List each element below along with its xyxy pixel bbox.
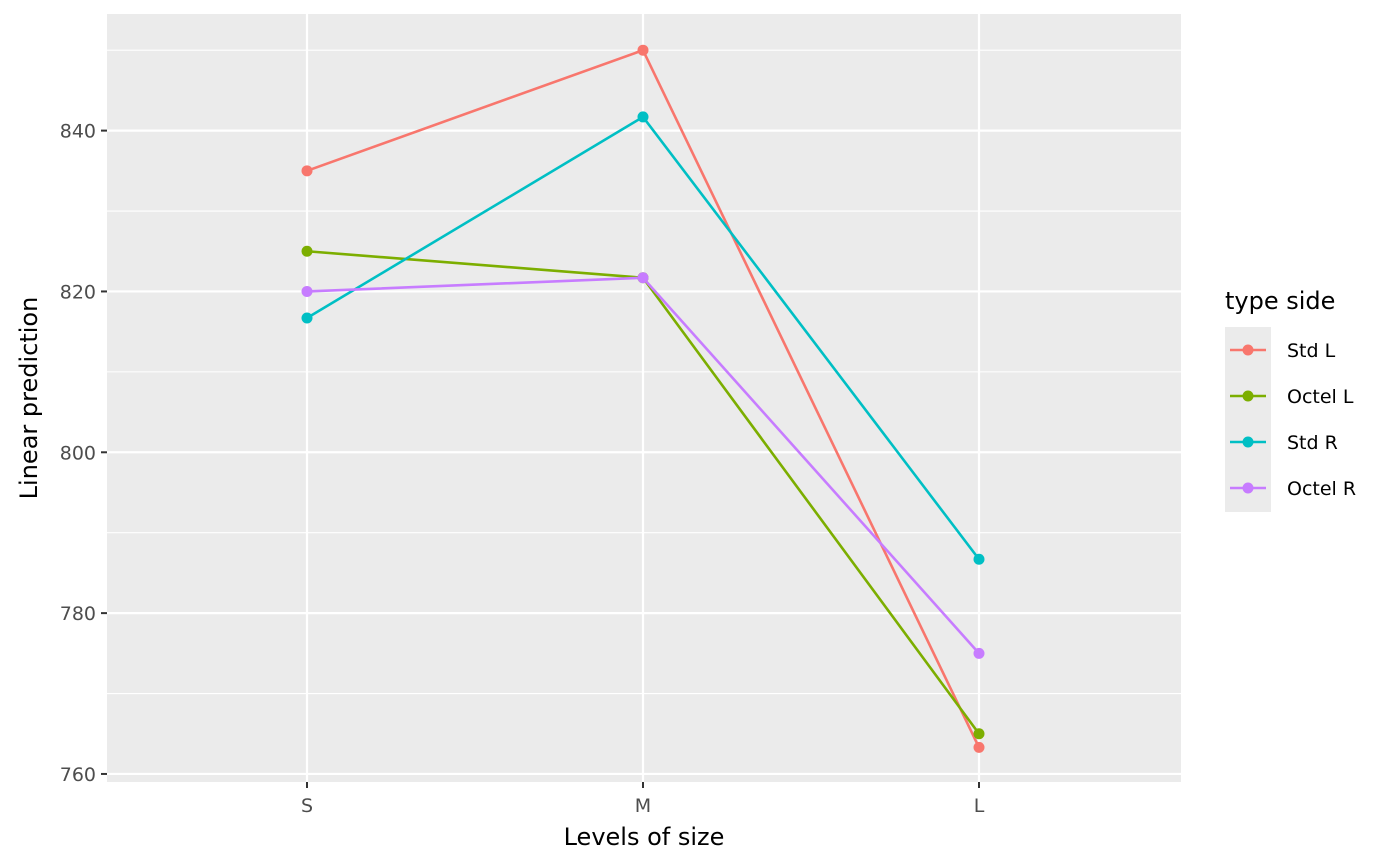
legend-item: Std L (1230, 340, 1336, 362)
y-tick-label: 800 (60, 442, 96, 464)
legend-key-point (1242, 436, 1254, 448)
legend-items: Std L Octel L Std R Octel R (1230, 340, 1356, 500)
data-point (301, 285, 313, 297)
x-axis-title: Levels of size (564, 823, 725, 851)
y-tick-label: 780 (60, 603, 96, 625)
data-point (301, 165, 313, 177)
legend-label: Octel L (1287, 386, 1354, 408)
data-point (973, 647, 985, 659)
data-point (301, 245, 313, 257)
data-point (973, 728, 985, 740)
legend: type side Std L Octel L Std R Octel R (1225, 287, 1356, 512)
legend-item: Octel L (1230, 386, 1354, 408)
x-tick-label: M (635, 795, 651, 817)
data-point (637, 272, 649, 284)
data-point (973, 553, 985, 565)
y-tick-label: 840 (60, 121, 96, 143)
x-tick-label: S (301, 795, 313, 817)
x-tick-label: L (974, 795, 985, 817)
legend-key-point (1242, 344, 1254, 356)
legend-item: Octel R (1230, 478, 1356, 500)
legend-key-background (1225, 327, 1271, 512)
data-point (973, 741, 985, 753)
data-point (637, 44, 649, 56)
legend-label: Octel R (1287, 478, 1356, 500)
y-axis: 760 780 800 820 840 (60, 121, 107, 786)
y-tick-label: 760 (60, 764, 96, 786)
y-axis-title: Linear prediction (15, 297, 43, 500)
legend-item: Std R (1230, 432, 1338, 454)
data-point (301, 312, 313, 324)
legend-title: type side (1225, 287, 1335, 315)
legend-label: Std L (1287, 340, 1336, 362)
grid-major (107, 14, 1181, 782)
legend-key-point (1242, 390, 1254, 402)
series-points (301, 44, 985, 753)
legend-key-point (1242, 482, 1254, 494)
legend-label: Std R (1287, 432, 1338, 454)
data-point (637, 111, 649, 123)
y-tick-label: 820 (60, 281, 96, 303)
